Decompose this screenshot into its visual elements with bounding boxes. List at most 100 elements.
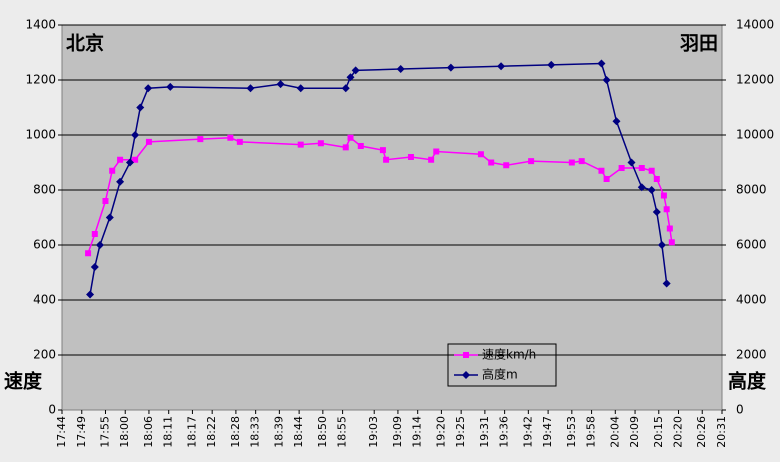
point [125, 158, 134, 167]
annotation: 北京 [66, 32, 104, 55]
y2-tick-label: 12000 [736, 73, 774, 87]
point [342, 144, 349, 151]
point [648, 167, 655, 174]
point [276, 80, 285, 89]
point [627, 158, 636, 167]
y-tick-label: 800 [33, 183, 56, 197]
x-tick-label: 20:04 [608, 416, 621, 448]
point [618, 165, 625, 171]
x-tick-label: 18:50 [316, 416, 329, 448]
point [612, 117, 621, 126]
point [296, 84, 305, 93]
x-tick-label: 19:42 [521, 416, 534, 448]
point [407, 154, 414, 160]
x-tick-label: 19:36 [498, 416, 511, 448]
x-tick-label: 18:11 [162, 416, 175, 448]
point [647, 186, 656, 194]
x-tick-label: 19:20 [434, 416, 447, 448]
x-tick-label: 19:14 [411, 416, 424, 448]
y-tick-label: 1200 [25, 73, 56, 87]
x-tick-label: 20:15 [652, 416, 665, 448]
y-tick-label: 1000 [25, 128, 56, 142]
point [102, 198, 109, 204]
x-tick-label: 20:20 [672, 416, 685, 448]
y-tick-label: 0 [48, 403, 56, 417]
x-tick-label: 18:55 [336, 416, 349, 448]
x-tick-label: 18:22 [205, 416, 218, 448]
point [477, 151, 484, 158]
point [297, 141, 304, 148]
point [91, 231, 98, 237]
point [95, 241, 104, 249]
legend-marker [462, 371, 470, 379]
point [347, 134, 354, 141]
x-tick-label: 17:55 [98, 416, 111, 448]
point [488, 159, 495, 166]
x-tick-label: 18:44 [292, 416, 305, 448]
annotation: 高度 [728, 370, 767, 393]
x-tick-label: 18:39 [272, 416, 285, 448]
point [503, 162, 510, 169]
y2-tick-label: 4000 [736, 293, 767, 307]
point [227, 134, 234, 141]
x-tick-label: 19:47 [541, 416, 554, 448]
x-tick-label: 20:26 [695, 416, 708, 448]
point [547, 60, 556, 69]
point [85, 250, 92, 257]
legend-marker [463, 352, 469, 358]
y2-tick-label: 6000 [736, 238, 767, 252]
point [383, 156, 390, 163]
x-tick-label: 18:17 [185, 416, 198, 448]
y-tick-label: 600 [33, 238, 56, 252]
point [351, 66, 360, 75]
x-tick-label: 19:31 [478, 416, 491, 448]
point [144, 84, 153, 93]
point [638, 165, 645, 171]
point [246, 84, 255, 93]
y2-tick-label: 0 [736, 403, 744, 417]
x-tick-label: 17:44 [55, 416, 68, 448]
point [497, 62, 506, 71]
point [131, 131, 140, 139]
point [653, 176, 660, 182]
point [568, 159, 575, 166]
annotation: 速度 [4, 370, 43, 393]
y2-tick-label: 14000 [736, 18, 774, 32]
point [90, 263, 99, 271]
y2-tick-label: 2000 [736, 348, 767, 362]
x-tick-label: 18:28 [229, 416, 242, 448]
x-tick-label: 18:00 [118, 416, 131, 448]
point [109, 167, 116, 174]
point [662, 279, 671, 288]
x-tick-label: 18:33 [249, 416, 262, 448]
point [86, 290, 95, 299]
x-tick-label: 20:09 [628, 416, 641, 448]
x-tick-label: 19:09 [391, 416, 404, 448]
point [637, 183, 646, 192]
point [652, 208, 661, 216]
point [346, 73, 355, 82]
x-tick-label: 19:53 [565, 416, 578, 448]
annotation: 羽田 [680, 33, 718, 55]
point [603, 176, 610, 182]
x-tick-label: 20:31 [715, 416, 728, 448]
legend-label: 速度km/h [482, 347, 536, 362]
point [379, 147, 386, 154]
point [578, 158, 585, 165]
point [132, 156, 139, 163]
point [341, 84, 350, 93]
point [236, 138, 243, 145]
point [317, 140, 324, 147]
point [597, 59, 606, 68]
point [660, 192, 667, 199]
y2-tick-label: 10000 [736, 128, 774, 142]
point [357, 143, 364, 149]
plot-area [61, 24, 723, 411]
point [602, 76, 611, 84]
legend-label: 高度m [482, 367, 518, 382]
x-tick-label: 19:58 [585, 416, 598, 448]
point [668, 239, 675, 246]
point [446, 63, 455, 72]
